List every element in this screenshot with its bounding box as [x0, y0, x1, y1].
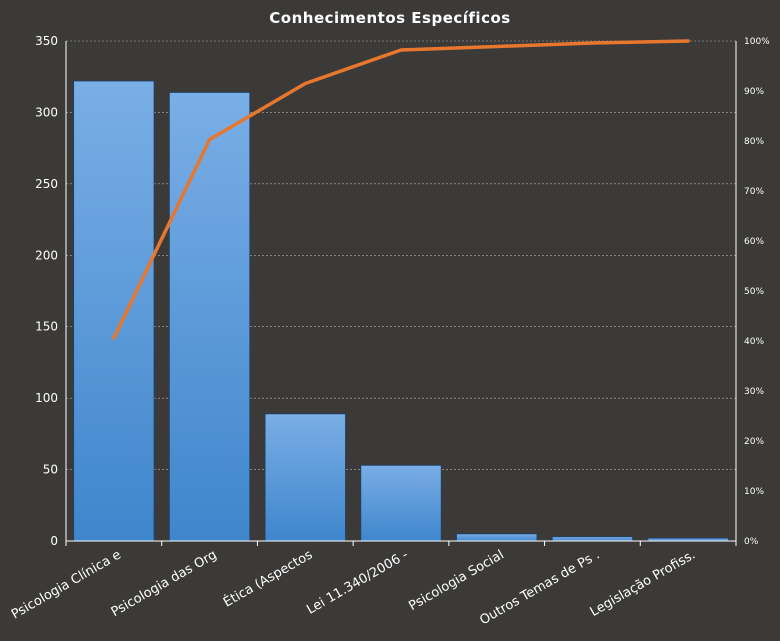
chart-title: Conhecimentos Específicos: [269, 9, 510, 27]
y2-tick-label: 40%: [744, 337, 764, 347]
axes: [65, 41, 737, 546]
bar: [360, 464, 442, 542]
x-tick-label: Psicologia Social: [406, 547, 506, 614]
y2-tick-label: 100%: [744, 37, 770, 47]
y2-tick-label: 20%: [744, 437, 764, 447]
y-tick-label: 0: [50, 534, 58, 548]
y2-tick-label: 30%: [744, 387, 764, 397]
bar: [73, 80, 155, 542]
y2-tick-label: 60%: [744, 237, 764, 247]
cumulative-line: [112, 39, 690, 340]
y-tick-label: 150: [35, 320, 58, 334]
x-tick-label: Psicologia das Org: [109, 547, 220, 620]
bars: [73, 80, 729, 542]
bar: [168, 92, 251, 542]
x-tick-label: Psicologia Clínica e: [9, 547, 124, 622]
y-axis-ticks: 0 50 100 150 200 250 300 350: [35, 34, 58, 548]
x-tick-label: Lei 11.340/2006 -: [304, 547, 411, 617]
bar: [551, 536, 634, 542]
y2-tick-label: 50%: [744, 287, 764, 297]
y-tick-label: 250: [35, 177, 58, 191]
y-tick-label: 200: [35, 248, 58, 262]
x-tick-label: Legislação Profiss.: [588, 547, 698, 619]
y-tick-label: 100: [35, 391, 58, 405]
gridlines: [66, 40, 736, 470]
bar: [456, 533, 538, 542]
y-tick-label: 350: [35, 34, 58, 48]
bar: [264, 413, 346, 542]
y-tick-label: 50: [43, 463, 58, 477]
y2-tick-label: 80%: [744, 137, 764, 147]
x-tick-label: Ética (Aspectos: [221, 547, 316, 611]
y2-tick-label: 70%: [744, 187, 764, 197]
y2-tick-label: 0%: [744, 537, 759, 547]
y2-axis-ticks: 0% 10% 20% 30% 40% 50% 60% 70% 80% 90% 100%: [744, 37, 770, 547]
y-tick-label: 300: [35, 105, 58, 119]
cumulative-percentage-line: [112, 39, 690, 340]
y2-tick-label: 90%: [744, 87, 764, 97]
y2-tick-label: 10%: [744, 487, 764, 497]
